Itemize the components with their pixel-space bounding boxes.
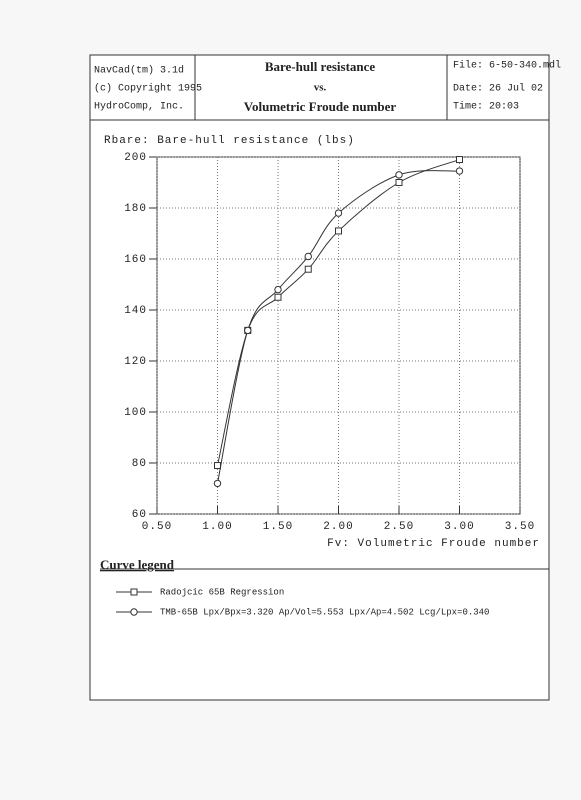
header-text: HydroComp, Inc. — [94, 101, 184, 113]
y-tick-label: 80 — [132, 458, 147, 470]
y-tick-label: 120 — [124, 356, 147, 368]
y-axis-label: Rbare: Bare-hull resistance (lbs) — [104, 135, 355, 147]
y-tick-label: 160 — [124, 254, 147, 266]
legend-title: Curve legend — [100, 557, 175, 572]
point — [455, 167, 464, 175]
header-title: Volumetric Froude number — [244, 99, 397, 114]
header-text: NavCad(tm) 3.1d — [94, 65, 184, 77]
point — [304, 265, 312, 273]
point — [395, 179, 403, 186]
header-text: (c) Copyright 1995 — [94, 83, 202, 95]
y-tick-label: 140 — [124, 305, 147, 317]
y-tick-label: 60 — [132, 509, 147, 521]
y-tick-label: 100 — [124, 407, 147, 419]
point — [213, 479, 222, 488]
legend-marker — [130, 608, 138, 616]
x-tick-label: 2.50 — [384, 521, 414, 533]
x-tick-label: 1.50 — [263, 521, 293, 533]
point — [304, 252, 312, 261]
point — [274, 285, 282, 294]
point — [335, 227, 342, 235]
x-tick-label: 3.50 — [505, 521, 535, 533]
legend-label: Radojcic 65B Regression — [160, 587, 284, 597]
header-text: File: 6-50-340.mdl — [453, 60, 561, 72]
legend-label: TMB-65B Lpx/Bpx=3.320 Ap/Vol=5.553 Lpx/A… — [160, 607, 489, 617]
header-title: vs. — [314, 82, 327, 94]
point — [244, 326, 252, 335]
header-text: Date: 26 Jul 02 — [453, 83, 543, 95]
point — [274, 293, 282, 301]
x-tick-label: 3.00 — [444, 521, 474, 533]
x-axis-label: Fv: Volumetric Froude number — [327, 538, 540, 550]
x-tick-label: 1.00 — [202, 521, 232, 533]
point — [456, 156, 463, 164]
header-title: Bare-hull resistance — [265, 59, 376, 74]
point — [214, 462, 221, 470]
y-tick-label: 200 — [124, 152, 147, 164]
point — [334, 209, 343, 217]
page-frame — [89, 54, 550, 701]
x-tick-label: 2.00 — [323, 521, 353, 533]
legend-marker — [130, 588, 138, 596]
x-tick-label: 0.50 — [142, 521, 172, 533]
y-tick-label: 180 — [124, 203, 147, 215]
point — [395, 171, 403, 179]
header-text: Time: 20:03 — [453, 101, 519, 113]
